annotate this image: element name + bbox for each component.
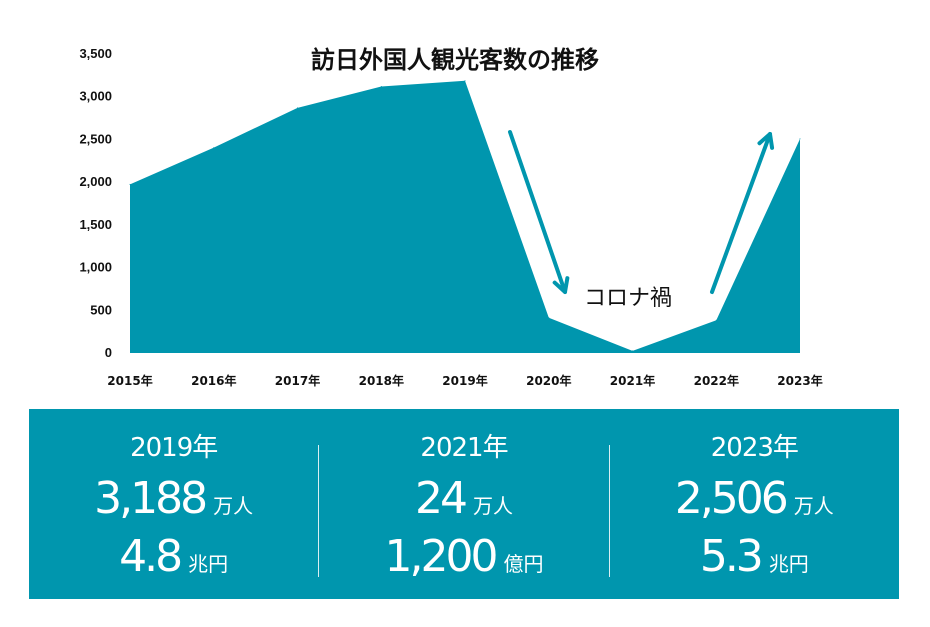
covid-annotation: コロナ禍 xyxy=(584,286,673,311)
stat-column-2021: 2021年 24 万人 1,200 億円 xyxy=(319,409,608,599)
data-point-3 xyxy=(297,107,298,109)
visitors-row: 24 万人 xyxy=(415,471,513,527)
y-tick-label: 0 xyxy=(105,345,112,360)
x-tick-label: 2021年 xyxy=(610,373,655,388)
x-tick-label: 2016年 xyxy=(191,373,236,388)
stat-column-2023: 2023年 2,506 万人 5.3 兆円 xyxy=(610,409,899,599)
visitors-unit: 万人 xyxy=(472,494,513,518)
up-arrow-icon-shaft xyxy=(710,132,772,294)
column-divider xyxy=(318,445,320,577)
stats-panel: 2019年 3,188 万人 4.8 兆円 2021年 24 万人 1,200 … xyxy=(29,409,899,599)
x-tick-label: 2017年 xyxy=(275,373,320,388)
visitors-row: 2,506 万人 xyxy=(675,471,834,527)
x-tick-label: 2018年 xyxy=(359,373,404,388)
spending-value: 1,200 xyxy=(384,531,499,582)
data-point-4 xyxy=(380,86,382,87)
chart-area: 0 500 1,000 1,500 2,000 2,500 3,000 3,500 2015年 2… xyxy=(79,46,822,388)
column-divider xyxy=(608,445,610,577)
spending-row: 1,200 億円 xyxy=(385,529,544,585)
series-area xyxy=(130,80,800,353)
visitors-value: 3,188 xyxy=(94,473,208,524)
x-tick-label: 2020年 xyxy=(526,373,571,388)
x-tick-label: 2023年 xyxy=(777,373,822,388)
stat-year: 2023年 xyxy=(710,433,799,463)
visitors-value: 2,506 xyxy=(674,473,789,524)
data-point-8 xyxy=(715,319,717,321)
spending-unit: 兆円 xyxy=(188,552,229,576)
y-tick-label: 3,500 xyxy=(79,46,112,61)
data-point-5 xyxy=(464,80,466,82)
up-arrow-icon-head xyxy=(757,132,775,150)
spending-unit: 兆円 xyxy=(768,552,809,576)
spending-row: 4.8 兆円 xyxy=(119,529,228,585)
data-point-7 xyxy=(632,350,633,352)
y-tick-label: 3,000 xyxy=(79,89,112,104)
chart-svg: 0 500 1,000 1,500 2,000 2,500 3,000 3,500 2015年 2… xyxy=(79,46,822,388)
x-tick-label: 2022年 xyxy=(694,373,739,388)
x-tick-label: 2015年 xyxy=(107,373,152,388)
y-tick-label: 1,500 xyxy=(79,217,112,232)
y-tick-label: 500 xyxy=(90,302,112,317)
down-arrow-icon-head xyxy=(552,276,570,294)
stat-year: 2019年 xyxy=(130,433,218,463)
x-tick-label: 2019年 xyxy=(442,373,487,388)
spending-value: 4.8 xyxy=(119,531,183,582)
data-point-9 xyxy=(799,138,801,140)
spending-value: 5.3 xyxy=(699,531,764,582)
data-point-2 xyxy=(213,147,215,149)
down-arrow-icon-shaft xyxy=(508,130,567,294)
chart-title: 訪日外国人観光客数の推移 xyxy=(311,46,599,74)
spending-unit: 億円 xyxy=(503,552,544,576)
data-point-6 xyxy=(548,317,550,319)
stat-column-2019: 2019年 3,188 万人 4.8 兆円 xyxy=(29,409,318,599)
y-tick-label: 2,000 xyxy=(79,174,112,189)
visitors-row: 3,188 万人 xyxy=(94,471,253,527)
y-tick-label: 1,000 xyxy=(79,260,112,275)
visitors-value: 24 xyxy=(414,473,468,524)
stat-year: 2021年 xyxy=(420,433,508,463)
spending-row: 5.3 兆円 xyxy=(700,529,809,585)
visitors-unit: 万人 xyxy=(793,494,834,518)
visitors-unit: 万人 xyxy=(213,494,254,518)
y-tick-label: 2,500 xyxy=(79,131,112,146)
data-point-1 xyxy=(129,183,131,185)
